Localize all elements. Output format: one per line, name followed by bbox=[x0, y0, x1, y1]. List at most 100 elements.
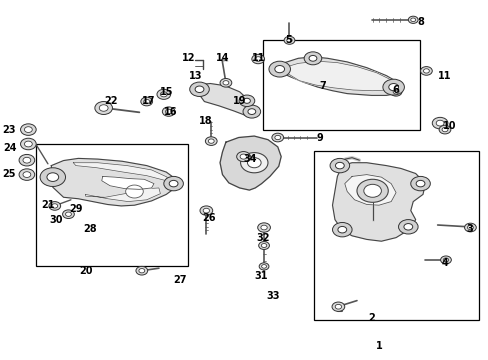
Text: 20: 20 bbox=[79, 266, 92, 276]
Polygon shape bbox=[198, 84, 254, 116]
Circle shape bbox=[329, 158, 349, 173]
Circle shape bbox=[334, 305, 341, 309]
Circle shape bbox=[20, 124, 36, 135]
Circle shape bbox=[438, 125, 450, 134]
Circle shape bbox=[255, 57, 261, 61]
Circle shape bbox=[19, 154, 35, 166]
Circle shape bbox=[195, 86, 203, 93]
Text: 31: 31 bbox=[253, 271, 267, 282]
Circle shape bbox=[284, 36, 294, 44]
Circle shape bbox=[223, 81, 228, 85]
Circle shape bbox=[440, 256, 450, 264]
Circle shape bbox=[335, 162, 344, 169]
Text: 21: 21 bbox=[41, 200, 55, 210]
Circle shape bbox=[392, 90, 398, 94]
Polygon shape bbox=[332, 163, 425, 241]
Polygon shape bbox=[102, 176, 154, 189]
Circle shape bbox=[189, 82, 209, 96]
Circle shape bbox=[308, 55, 316, 61]
Circle shape bbox=[19, 169, 35, 180]
Circle shape bbox=[62, 210, 74, 219]
Circle shape bbox=[407, 16, 417, 23]
Text: 14: 14 bbox=[215, 53, 229, 63]
Circle shape bbox=[274, 135, 280, 140]
Circle shape bbox=[203, 208, 209, 213]
Text: 4: 4 bbox=[441, 258, 447, 268]
Circle shape bbox=[435, 120, 443, 126]
Circle shape bbox=[169, 180, 178, 187]
Circle shape bbox=[423, 69, 428, 73]
Text: 23: 23 bbox=[2, 125, 16, 135]
Circle shape bbox=[157, 89, 170, 99]
Text: 30: 30 bbox=[49, 215, 63, 225]
Text: 10: 10 bbox=[442, 121, 456, 131]
Circle shape bbox=[261, 243, 266, 248]
Circle shape bbox=[141, 97, 152, 106]
Text: 7: 7 bbox=[319, 81, 325, 91]
Circle shape bbox=[247, 109, 255, 114]
Circle shape bbox=[442, 258, 448, 262]
Bar bbox=[263, 40, 419, 130]
Circle shape bbox=[415, 180, 424, 187]
Polygon shape bbox=[73, 163, 167, 181]
Text: 6: 6 bbox=[392, 85, 399, 95]
Bar bbox=[313, 151, 478, 320]
Text: 1: 1 bbox=[375, 341, 382, 351]
Circle shape bbox=[247, 158, 261, 168]
Text: 9: 9 bbox=[316, 132, 323, 143]
Text: 32: 32 bbox=[256, 233, 269, 243]
Text: 11: 11 bbox=[437, 71, 451, 81]
Circle shape bbox=[139, 269, 144, 273]
Circle shape bbox=[337, 226, 346, 233]
Circle shape bbox=[24, 141, 32, 147]
Circle shape bbox=[243, 105, 260, 118]
Circle shape bbox=[258, 242, 269, 249]
Circle shape bbox=[274, 66, 284, 73]
Circle shape bbox=[271, 133, 283, 142]
Polygon shape bbox=[220, 136, 281, 190]
Circle shape bbox=[388, 84, 398, 91]
Circle shape bbox=[286, 38, 292, 42]
Circle shape bbox=[24, 127, 32, 132]
Circle shape bbox=[47, 173, 59, 181]
Text: 27: 27 bbox=[173, 275, 186, 285]
Circle shape bbox=[65, 212, 71, 216]
Text: 3: 3 bbox=[465, 224, 472, 234]
Polygon shape bbox=[283, 61, 394, 91]
Text: 13: 13 bbox=[188, 71, 202, 81]
Circle shape bbox=[382, 79, 404, 95]
Circle shape bbox=[205, 137, 217, 145]
Text: 22: 22 bbox=[104, 96, 118, 106]
Circle shape bbox=[420, 67, 431, 75]
Circle shape bbox=[251, 54, 264, 64]
Circle shape bbox=[162, 107, 175, 116]
Text: 5: 5 bbox=[285, 35, 291, 45]
Circle shape bbox=[261, 225, 266, 230]
Circle shape bbox=[389, 87, 401, 96]
Circle shape bbox=[363, 184, 381, 197]
Circle shape bbox=[268, 61, 290, 77]
Circle shape bbox=[403, 224, 412, 230]
Circle shape bbox=[240, 153, 267, 173]
Polygon shape bbox=[85, 188, 160, 202]
Text: 18: 18 bbox=[198, 116, 212, 126]
Text: 11: 11 bbox=[252, 53, 265, 63]
Circle shape bbox=[410, 18, 415, 22]
Circle shape bbox=[40, 168, 65, 186]
Circle shape bbox=[257, 223, 270, 232]
Polygon shape bbox=[344, 175, 395, 205]
Circle shape bbox=[467, 225, 472, 230]
Text: 2: 2 bbox=[367, 312, 374, 323]
Text: 17: 17 bbox=[142, 96, 156, 106]
Circle shape bbox=[165, 109, 172, 114]
Circle shape bbox=[356, 179, 387, 202]
Circle shape bbox=[431, 117, 447, 129]
Text: 33: 33 bbox=[265, 291, 279, 301]
Text: 28: 28 bbox=[83, 224, 97, 234]
Circle shape bbox=[52, 204, 58, 208]
Circle shape bbox=[259, 263, 268, 270]
Circle shape bbox=[163, 176, 183, 191]
Circle shape bbox=[95, 102, 112, 114]
Text: 24: 24 bbox=[3, 143, 17, 153]
Circle shape bbox=[99, 105, 108, 111]
